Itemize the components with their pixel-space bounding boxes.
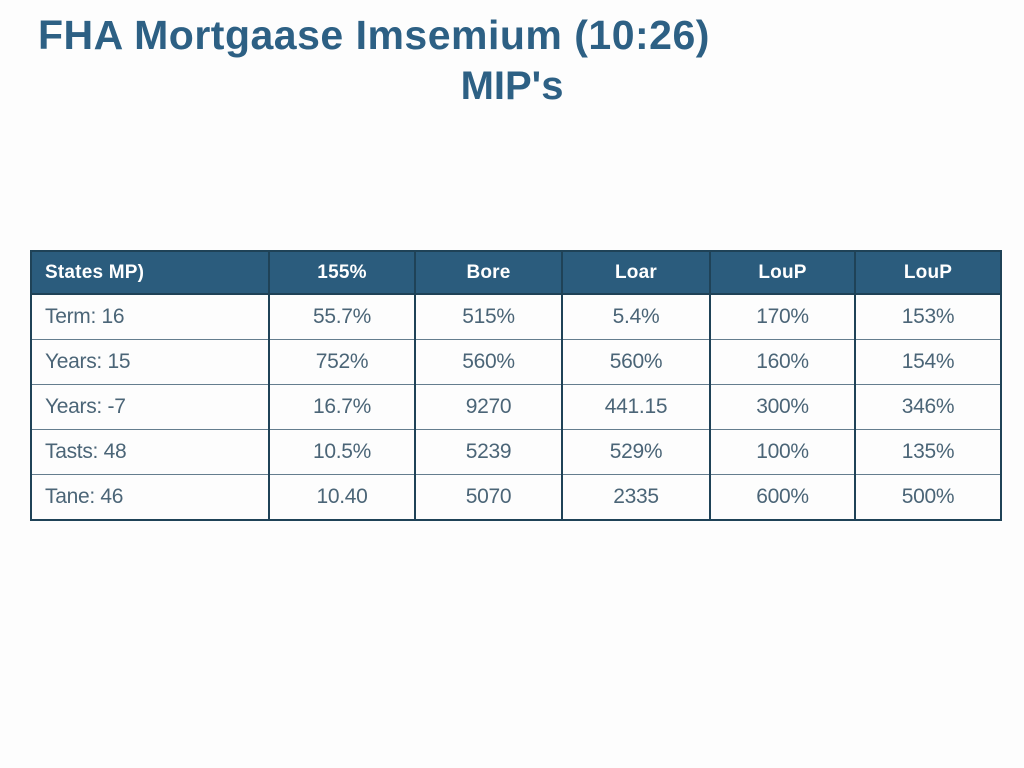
value-cell: 346% (854, 384, 1002, 430)
row-label-cell: Term: 16 (30, 293, 270, 340)
value-cell: 600% (709, 474, 856, 521)
value-cell: 170% (709, 293, 856, 340)
page-title-line2: MIP's (460, 64, 564, 108)
table-row: Years: -7 16.7% 9270 441.15 300% 346% (30, 384, 1002, 430)
value-cell: 153% (854, 293, 1002, 340)
table-body: Term: 16 55.7% 515% 5.4% 170% 153% Years: 15 75… (30, 293, 1002, 521)
value-cell: 154% (854, 339, 1002, 385)
value-cell: 300% (709, 384, 856, 430)
value-cell: 752% (268, 339, 416, 385)
value-cell: 515% (414, 293, 563, 340)
table-row: Term: 16 55.7% 515% 5.4% 170% 153% (30, 293, 1002, 340)
value-cell: 55.7% (268, 293, 416, 340)
column-header-4: LouP (709, 250, 856, 295)
column-header-1: 155% (268, 250, 416, 295)
value-cell: 10.5% (268, 429, 416, 475)
page-title-line1: FHA Mortgaase Imsemium (10:26) (38, 12, 710, 58)
table-row: Tane: 46 10.40 5070 2335 600% 500% (30, 474, 1002, 521)
column-header-5: LouP (854, 250, 1002, 295)
row-label-cell: Tane: 46 (30, 474, 270, 521)
value-cell: 5.4% (561, 293, 711, 340)
value-cell: 560% (561, 339, 711, 385)
row-label-cell: Tasts: 48 (30, 429, 270, 475)
value-cell: 10.40 (268, 474, 416, 521)
table-row: Years: 15 752% 560% 560% 160% 154% (30, 339, 1002, 385)
value-cell: 16.7% (268, 384, 416, 430)
value-cell: 560% (414, 339, 563, 385)
column-header-0: States MP) (30, 250, 270, 295)
value-cell: 5070 (414, 474, 563, 521)
row-label-cell: Years: -7 (30, 384, 270, 430)
value-cell: 135% (854, 429, 1002, 475)
column-header-3: Loar (561, 250, 711, 295)
value-cell: 2335 (561, 474, 711, 521)
value-cell: 100% (709, 429, 856, 475)
value-cell: 9270 (414, 384, 563, 430)
value-cell: 160% (709, 339, 856, 385)
mip-table: States MP) 155% Bore Loar LouP LouP Term: 16 5… (30, 250, 1002, 521)
column-header-2: Bore (414, 250, 563, 295)
table-row: Tasts: 48 10.5% 5239 529% 100% 135% (30, 429, 1002, 475)
value-cell: 529% (561, 429, 711, 475)
table-header-row: States MP) 155% Bore Loar LouP LouP (30, 250, 1002, 295)
value-cell: 441.15 (561, 384, 711, 430)
value-cell: 5239 (414, 429, 563, 475)
value-cell: 500% (854, 474, 1002, 521)
row-label-cell: Years: 15 (30, 339, 270, 385)
